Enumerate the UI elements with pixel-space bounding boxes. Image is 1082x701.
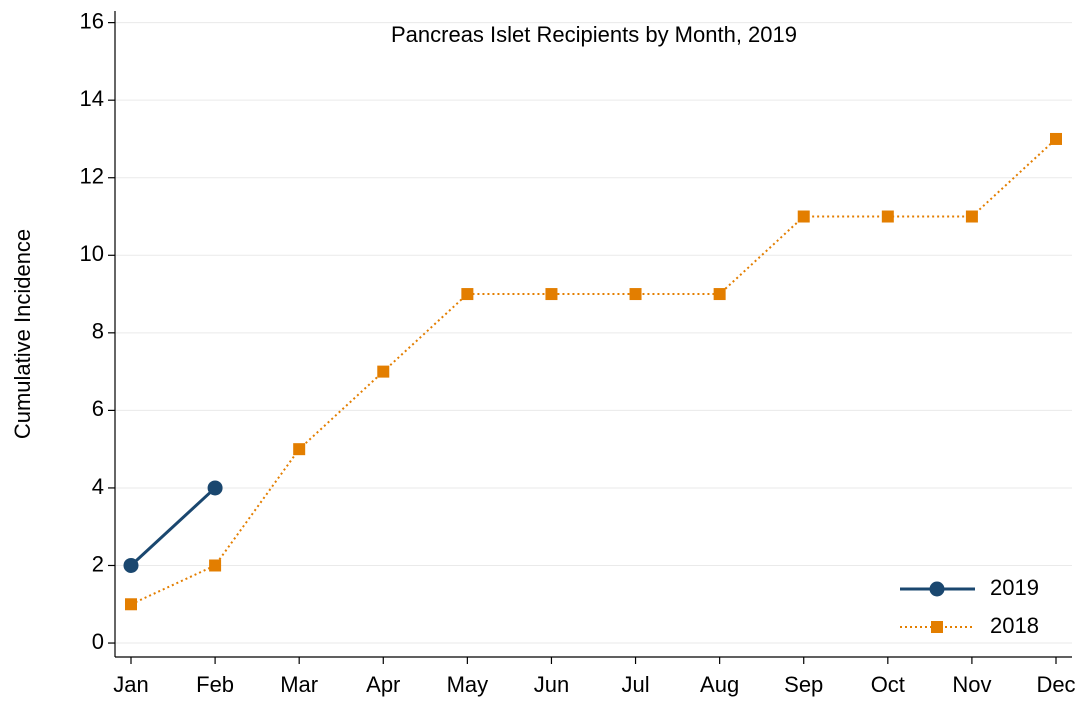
x-tick-label: Feb — [196, 672, 234, 697]
point — [881, 210, 894, 223]
x-tick-label: Sep — [784, 672, 823, 697]
x-tick-label: Dec — [1036, 672, 1075, 697]
y-tick-label: 8 — [92, 319, 104, 344]
y-tick-label: 6 — [92, 396, 104, 421]
x-tick-label: Apr — [366, 672, 400, 697]
x-tick-label: Aug — [700, 672, 739, 697]
series-line — [130, 138, 1057, 606]
point — [1050, 132, 1062, 145]
series-line — [129, 486, 217, 567]
y-tick-label: 4 — [92, 474, 104, 499]
point — [629, 288, 642, 301]
point — [461, 288, 474, 301]
x-tick-label: Oct — [871, 672, 905, 697]
point — [965, 210, 978, 223]
x-tick-label: Jun — [534, 672, 569, 697]
x-tick-label: Mar — [280, 672, 318, 697]
y-tick-label: 12 — [80, 164, 104, 189]
point — [209, 559, 222, 572]
y-tick-label: 2 — [92, 551, 104, 576]
point — [123, 557, 139, 573]
chart-title: Pancreas Islet Recipients by Month, 2019 — [391, 22, 797, 47]
point — [713, 288, 726, 301]
x-tick-label: Jan — [113, 672, 148, 697]
y-tick-label: 10 — [80, 241, 104, 266]
x-tick-label: Jul — [621, 672, 649, 697]
x-tick-label: May — [447, 672, 489, 697]
point — [931, 621, 943, 633]
y-tick-label: 16 — [80, 8, 104, 33]
legend-label: 2019 — [990, 575, 1039, 600]
point — [207, 480, 223, 496]
legend-label: 2018 — [990, 613, 1039, 638]
point — [377, 365, 390, 378]
point — [797, 210, 810, 223]
point — [293, 443, 306, 456]
y-axis-label: Cumulative Incidence — [10, 229, 35, 439]
point — [929, 581, 945, 597]
point — [545, 288, 558, 301]
y-tick-label: 14 — [80, 86, 104, 111]
y-tick-label: 0 — [92, 629, 104, 654]
x-tick-label: Nov — [952, 672, 991, 697]
point — [125, 598, 137, 611]
